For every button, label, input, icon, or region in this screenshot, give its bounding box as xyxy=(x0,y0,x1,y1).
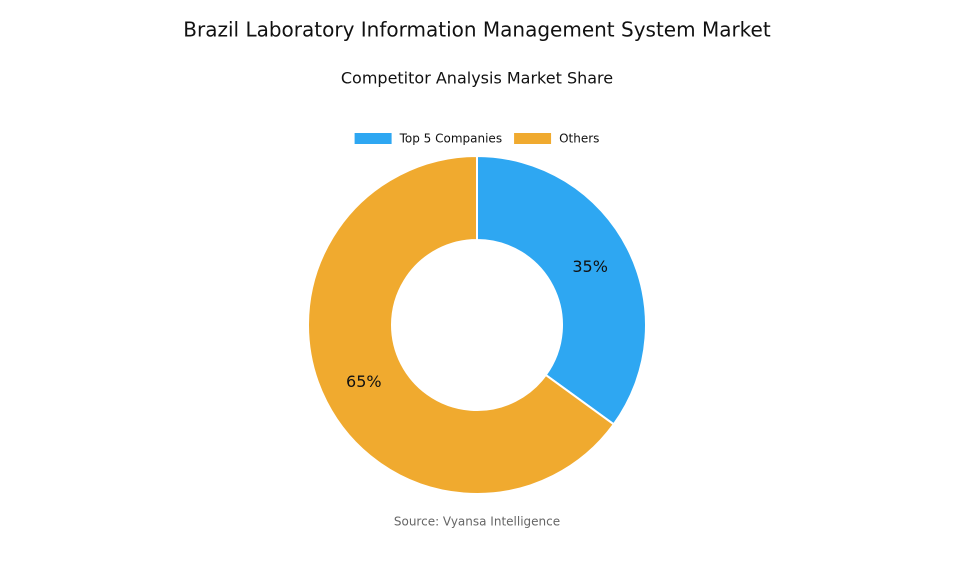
value-label: 65% xyxy=(346,372,382,391)
source: Source: Vyansa Intelligence xyxy=(394,515,560,529)
legend-swatch xyxy=(514,133,552,144)
donut-slice xyxy=(307,154,616,495)
donut-slice xyxy=(476,154,647,426)
value-label: 35% xyxy=(572,257,608,276)
legend-label: Others xyxy=(559,132,599,146)
legend-swatch xyxy=(354,133,392,144)
legend-label: Top 5 Companies xyxy=(399,132,502,146)
legend: Top 5 Companies Others xyxy=(354,132,599,146)
chart-title: Brazil Laboratory Information Management… xyxy=(183,18,771,42)
chart-subtitle: Competitor Analysis Market Share xyxy=(341,69,613,88)
